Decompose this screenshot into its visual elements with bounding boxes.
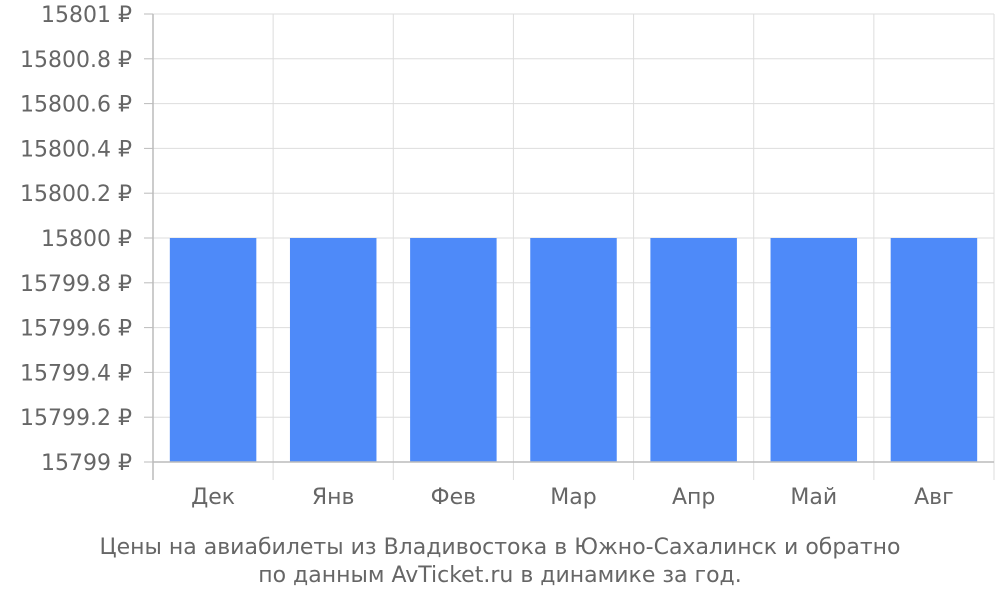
- y-tick-label: 15801 ₽: [41, 3, 132, 28]
- bar-3: [410, 238, 497, 462]
- bars: [169, 238, 978, 462]
- y-tick-label: 15800.8 ₽: [20, 48, 132, 73]
- y-tick-label: 15800.2 ₽: [20, 182, 132, 207]
- tick-labels: 15799 ₽ 15799.2 ₽ 15799.4 ₽ 15799.6 ₽ 15799.…: [20, 3, 954, 510]
- x-tick-label: Дек: [191, 485, 235, 510]
- y-tick-label: 15799.6 ₽: [20, 317, 132, 342]
- y-tick-label: 15799.2 ₽: [20, 406, 132, 431]
- x-tick-label: Май: [790, 485, 837, 510]
- axes: [144, 13, 995, 480]
- bar-4: [530, 238, 617, 462]
- bar-2: [289, 238, 377, 462]
- x-tick-label: Фев: [431, 485, 476, 510]
- x-tick-label: Авг: [914, 485, 954, 510]
- price-bar-chart: 15799 ₽ 15799.2 ₽ 15799.4 ₽ 15799.6 ₽ 15799.…: [20, 3, 995, 510]
- chart-caption-line-1: Цены на авиабилеты из Владивостока в Южн…: [99, 535, 901, 560]
- x-tick-label: Янв: [312, 485, 355, 510]
- bar-6: [770, 238, 858, 462]
- y-tick-label: 15800.6 ₽: [20, 93, 132, 118]
- y-tick-label: 15799.4 ₽: [20, 361, 132, 386]
- x-tick-label: Мар: [550, 485, 596, 510]
- bar-7: [890, 238, 978, 462]
- chart-caption-line-2: по данным AvTicket.ru в динамике за год.: [258, 563, 742, 588]
- x-tick-label: Апр: [672, 485, 715, 510]
- y-tick-label: 15800.4 ₽: [20, 137, 132, 162]
- y-tick-label: 15800 ₽: [41, 227, 132, 252]
- bar-5: [650, 238, 737, 462]
- bar-1: [169, 238, 257, 462]
- y-tick-label: 15799.8 ₽: [20, 272, 132, 297]
- y-tick-label: 15799 ₽: [41, 451, 132, 476]
